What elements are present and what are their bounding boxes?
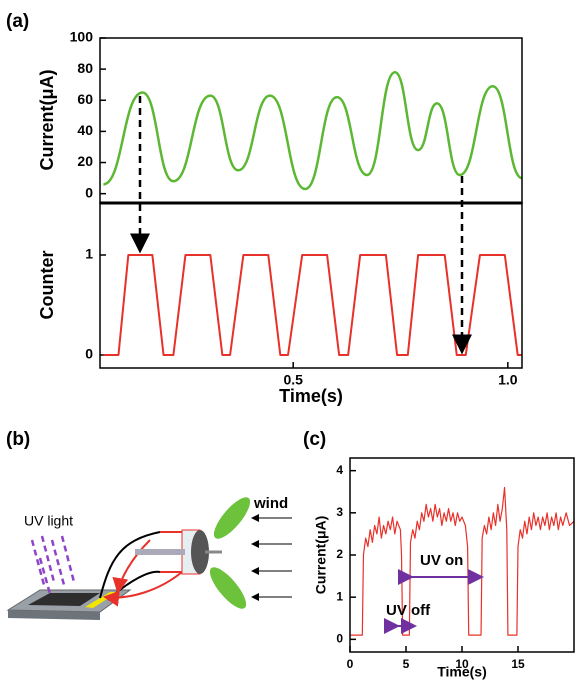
- y-tick-label: 1: [336, 589, 343, 603]
- x-tick-label: 0: [347, 657, 354, 671]
- panel-label: (a): [6, 11, 29, 32]
- panel-label: (c): [303, 429, 326, 450]
- data-line: [350, 486, 575, 636]
- device-diagram: UV light wind: [6, 495, 292, 620]
- y-tick-label: 100: [70, 29, 94, 45]
- y-axis-label: Current(μA): [37, 69, 57, 170]
- panel-label: (b): [6, 429, 30, 450]
- x-tick-label: 10: [455, 657, 469, 671]
- y-axis-label: Counter: [37, 251, 57, 320]
- y-tick-label: 60: [77, 91, 93, 107]
- y-tick-label: 0: [85, 346, 93, 362]
- y-tick-label: 40: [77, 122, 93, 138]
- y-tick-label: 2: [336, 547, 343, 561]
- plot-frame: [349, 457, 575, 653]
- annotation: UV off: [386, 602, 431, 619]
- y-tick-label: 80: [77, 60, 93, 76]
- annotation: UV on: [420, 552, 463, 569]
- diagram-label: UV light: [24, 513, 73, 529]
- y-axis-label: Current(μA): [313, 516, 329, 595]
- y-tick-label: 1: [85, 246, 93, 262]
- data-line: [103, 70, 523, 191]
- y-tick-label: 4: [336, 463, 343, 477]
- y-tick-label: 0: [336, 632, 343, 646]
- x-axis-label: Time(s): [279, 386, 343, 406]
- y-tick-label: 3: [336, 505, 343, 519]
- diagram-label: wind: [253, 495, 288, 512]
- plot-frame: [99, 202, 523, 369]
- y-tick-label: 20: [77, 153, 93, 169]
- data-line: [103, 254, 522, 356]
- plot-frame: [99, 37, 523, 204]
- x-tick-label: 0.5: [283, 372, 303, 388]
- x-tick-label: 5: [403, 657, 410, 671]
- x-tick-label: 15: [511, 657, 525, 671]
- x-tick-label: 1.0: [498, 372, 518, 388]
- x-axis-label: Time(s): [437, 664, 487, 680]
- y-tick-label: 0: [85, 184, 93, 200]
